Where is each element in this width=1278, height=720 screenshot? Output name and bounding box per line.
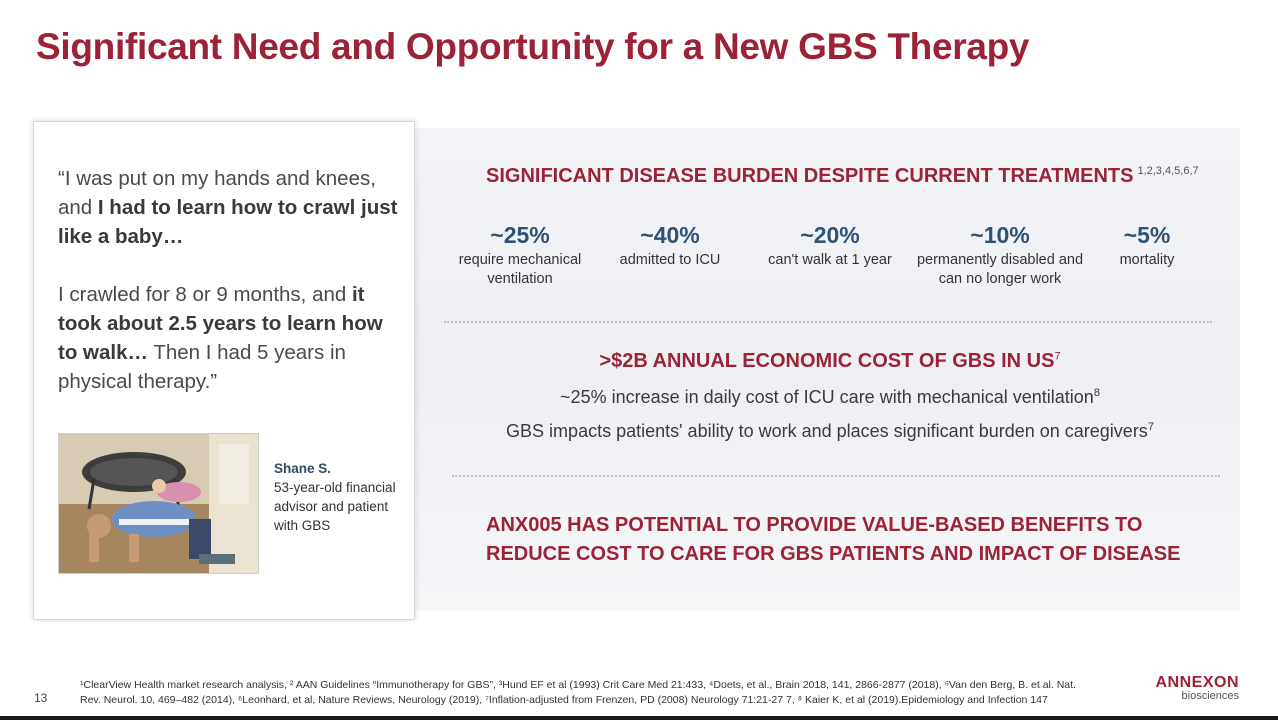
quote-text: I crawled for 8 or 9 months, and	[58, 283, 352, 306]
patient-quote: “I was put on my hands and knees, and I …	[58, 164, 403, 396]
quote-paragraph-2: I crawled for 8 or 9 months, and it took…	[58, 280, 403, 396]
quote-emphasis: I had to learn how to crawl just like a …	[58, 196, 398, 248]
stat-label: permanently disabled and can no longer w…	[916, 252, 1084, 287]
bottom-bar	[0, 716, 1278, 720]
quote-emphasis: it took about 2.5 years to learn how to …	[58, 283, 383, 364]
quote-text: “I was put on my hands and knees, and	[58, 167, 376, 219]
economic-line-ref: 8	[1093, 387, 1100, 399]
stat-label: require mechanical ventilation	[458, 252, 582, 287]
patient-quote-card: “I was put on my hands and knees, and I …	[33, 121, 415, 620]
logo-sub: biosciences	[1181, 690, 1239, 702]
footnote-line-2: Rev. Neurol. 10, 469–482 (2014), ⁶Leonha…	[80, 694, 1048, 706]
patient-description: 53-year-old financial advisor and patien…	[274, 480, 396, 533]
economic-line-2: GBS impacts patients' ability to work an…	[430, 421, 1230, 442]
stat-ventilation: ~25% require mechanical ventilation	[445, 222, 595, 289]
economic-line-text: GBS impacts patients' ability to work an…	[506, 421, 1148, 441]
economic-heading-text: >$2B ANNUAL ECONOMIC COST OF GBS IN US	[599, 350, 1055, 372]
potential-line-1: ANX005 HAS POTENTIAL TO PROVIDE VALUE-BA…	[486, 514, 1143, 536]
patient-name: Shane S.	[274, 461, 332, 476]
stat-icu: ~40% admitted to ICU	[605, 222, 735, 270]
stat-label: mortality	[1119, 252, 1175, 268]
economic-line-ref: 7	[1147, 421, 1154, 433]
section-divider	[452, 475, 1220, 477]
patient-crawling-image	[59, 434, 258, 573]
references-footnote: ¹ClearView Health market research analys…	[80, 678, 1130, 708]
stat-cant-walk: ~20% can't walk at 1 year	[760, 222, 900, 270]
footnote-line-1: ¹ClearView Health market research analys…	[80, 679, 1076, 691]
patient-caption: Shane S. 53-year-old financial advisor a…	[274, 459, 404, 535]
page-number: 13	[34, 691, 48, 705]
stat-label: admitted to ICU	[619, 252, 721, 268]
company-logo: ANNEXON biosciences	[1143, 674, 1239, 702]
economic-line-text: ~25% increase in daily cost of ICU care …	[560, 387, 1094, 407]
burden-stats: ~25% require mechanical ventilation ~40%…	[430, 222, 1230, 302]
section-divider	[444, 321, 1212, 323]
stat-mortality: ~5% mortality	[1102, 222, 1192, 270]
stat-value: ~5%	[1123, 222, 1171, 248]
potential-line-2: REDUCE COST TO CARE FOR GBS PATIENTS AND…	[486, 543, 1181, 565]
stat-label: can't walk at 1 year	[768, 252, 892, 268]
stat-value: ~20%	[800, 222, 860, 248]
quote-paragraph-1: “I was put on my hands and knees, and I …	[58, 164, 403, 251]
burden-heading-text: SIGNIFICANT DISEASE BURDEN DESPITE CURRE…	[486, 165, 1134, 187]
page-title: Significant Need and Opportunity for a N…	[36, 26, 1030, 67]
burden-refs: 1,2,3,4,5,6,7	[1137, 165, 1199, 178]
stat-value: ~25%	[490, 222, 550, 248]
potential-statement: ANX005 HAS POTENTIAL TO PROVIDE VALUE-BA…	[486, 511, 1180, 569]
economic-heading-ref: 7	[1054, 350, 1061, 363]
patient-photo	[58, 433, 259, 574]
quote-text: Then I had 5 years in physical therapy.”	[58, 341, 346, 393]
burden-heading: SIGNIFICANT DISEASE BURDEN DESPITE CURRE…	[486, 165, 1199, 188]
economic-heading: >$2B ANNUAL ECONOMIC COST OF GBS IN US7	[430, 350, 1230, 373]
logo-brand: ANNEXON	[1155, 674, 1239, 691]
stat-value: ~40%	[640, 222, 700, 248]
stat-disabled: ~10% permanently disabled and can no lon…	[915, 222, 1085, 289]
stat-value: ~10%	[970, 222, 1030, 248]
burden-panel	[414, 128, 1240, 611]
economic-line-1: ~25% increase in daily cost of ICU care …	[430, 387, 1230, 408]
